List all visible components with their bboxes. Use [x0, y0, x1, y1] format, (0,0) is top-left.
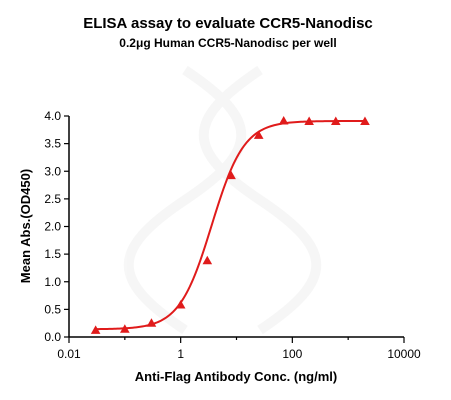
- x-axis-label: Anti-Flag Antibody Conc. (ng/ml): [135, 369, 337, 384]
- data-point-marker: [330, 116, 341, 126]
- y-tick-label: 2.5: [44, 192, 61, 206]
- y-tick-label: 3.0: [44, 164, 61, 178]
- y-axis-ticks: 0.0 0.5 1.0 1.5 2.0 2.5 3.0 3.5 4.0: [44, 109, 69, 344]
- data-point-marker: [278, 115, 289, 125]
- chart-title: ELISA assay to evaluate CCR5-Nanodisc: [83, 15, 373, 32]
- data-points: [90, 115, 370, 334]
- data-point-marker: [202, 255, 213, 265]
- data-point-marker: [90, 325, 101, 334]
- chart-subtitle: 0.2μg Human CCR5-Nanodisc per well: [119, 36, 336, 50]
- y-tick-label: 3.5: [44, 137, 61, 151]
- data-point-marker: [360, 116, 370, 126]
- watermark: [124, 65, 322, 335]
- fit-curve: [95, 119, 365, 331]
- data-point-marker: [304, 116, 314, 126]
- data-point-marker: [120, 324, 130, 333]
- data-point-marker: [146, 318, 157, 327]
- x-tick-label: 1: [177, 347, 184, 361]
- y-tick-label: 0.5: [44, 302, 61, 316]
- x-tick-label: 100: [282, 347, 302, 361]
- y-tick-label: 4.0: [44, 109, 61, 123]
- x-axis-ticks: 0.01 1 100 10000: [57, 337, 421, 361]
- x-tick-label: 10000: [387, 347, 421, 361]
- data-point-marker: [226, 170, 236, 180]
- x-tick-label: 0.01: [57, 347, 81, 361]
- y-tick-label: 2.0: [44, 220, 61, 234]
- data-point-marker: [253, 130, 264, 139]
- data-point-marker: [175, 299, 186, 309]
- y-axis-label: Mean Abs.(OD450): [18, 169, 33, 283]
- y-tick-label: 0.0: [44, 330, 61, 344]
- y-tick-label: 1.0: [44, 275, 61, 289]
- y-tick-label: 1.5: [44, 247, 61, 261]
